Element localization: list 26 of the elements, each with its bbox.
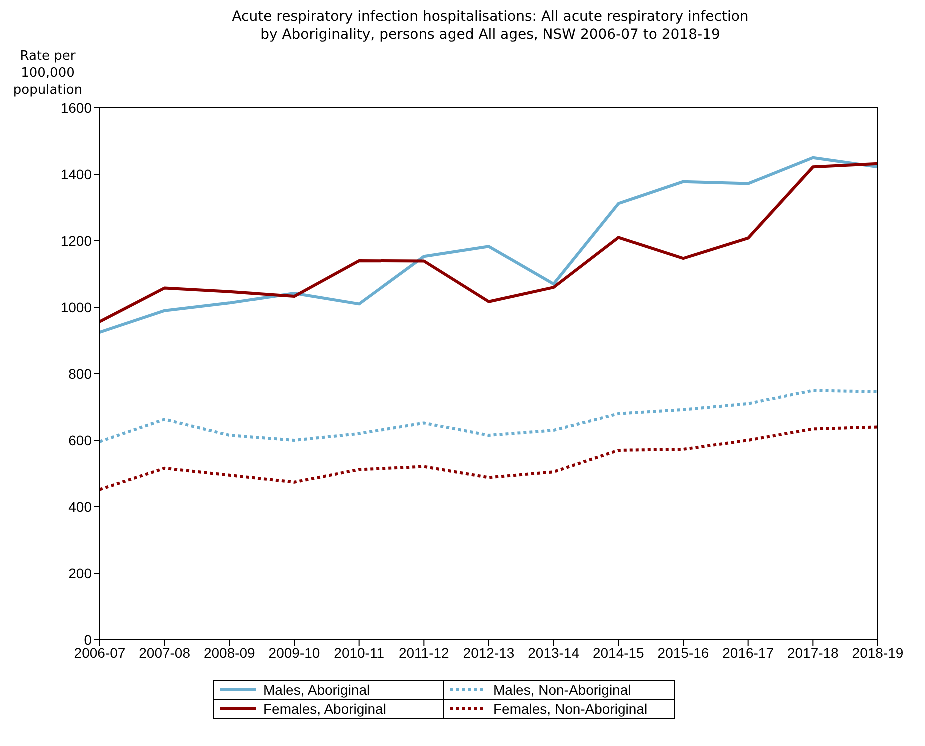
x-tick-label: 2009-10 [268, 644, 320, 661]
x-tick-label: 2017-18 [787, 644, 840, 661]
y-tick-label: 600 [68, 432, 92, 448]
x-tick-label: 2015-16 [658, 644, 710, 661]
x-tick-label: 2018-19 [852, 644, 904, 661]
x-tick-label: 2011-12 [398, 644, 450, 661]
y-tick-label: 400 [68, 498, 92, 515]
x-tick-label: 2008-09 [204, 644, 256, 661]
x-tick-label: 2016-17 [722, 644, 774, 661]
y-tick-label: 1400 [60, 166, 92, 182]
x-tick-label: 2007-08 [139, 644, 191, 661]
x-tick-label: 2010-11 [334, 644, 385, 661]
x-tick-label: 2014-15 [592, 644, 645, 661]
legend-label: Females, Aboriginal [264, 701, 386, 717]
legend-label: Males, Non-Aboriginal [494, 682, 632, 698]
x-tick-label: 2012-13 [463, 644, 515, 661]
y-tick-label: 1200 [60, 232, 92, 249]
x-tick-label: 2013-14 [528, 644, 580, 661]
chart-title: Acute respiratory infection hospitalisations: All acute respiratory infection by Aboriginality, persons aged All ages, NSW 2006-07 to 2018-19 [231, 8, 750, 44]
y-tick-label: 800 [68, 366, 92, 382]
y-tick-label: 200 [68, 565, 92, 582]
legend-label: Males, Aboriginal [264, 682, 370, 698]
y-tick-label: 1000 [60, 299, 92, 316]
y-tick-label: 1600 [60, 100, 92, 116]
y-axis-title: Rate per 100,000 population [12, 48, 84, 99]
legend-label: Females, Non-Aboriginal [494, 701, 648, 717]
